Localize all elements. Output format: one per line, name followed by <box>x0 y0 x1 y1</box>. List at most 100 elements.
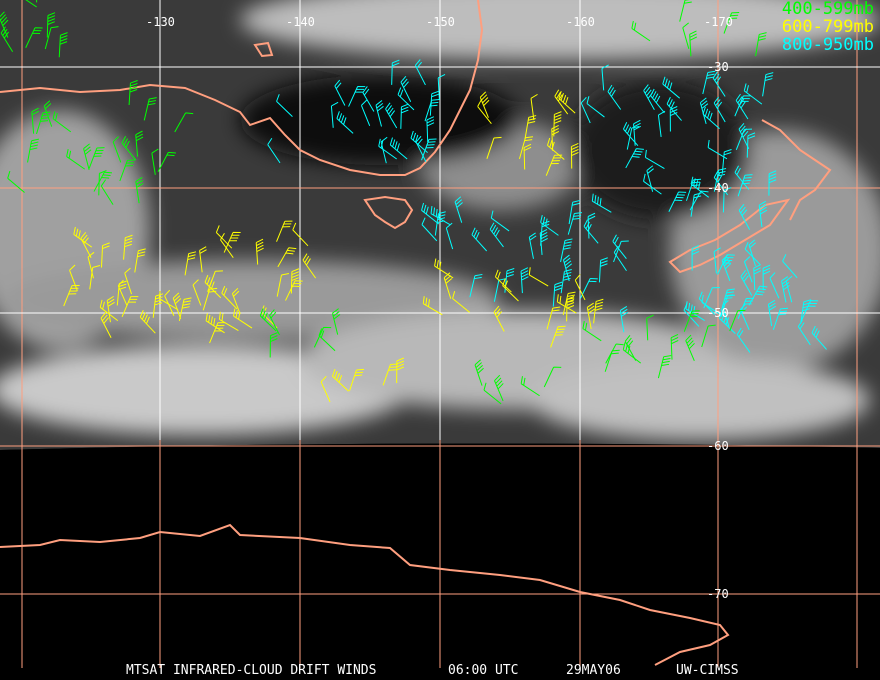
wind-barb <box>739 303 750 330</box>
wind-barb <box>391 59 400 85</box>
wind-barb <box>426 116 435 142</box>
wind-barb <box>520 267 529 294</box>
wind-barb <box>738 204 751 230</box>
wind-barb <box>494 374 504 402</box>
wind-barb <box>598 257 608 283</box>
wind-barb <box>479 91 490 118</box>
wind-barb <box>434 258 454 279</box>
wind-barb <box>772 307 789 330</box>
lon-label: -160 <box>566 15 595 29</box>
wind-barb <box>52 111 72 133</box>
wind-barb <box>811 325 827 350</box>
wind-barb <box>434 211 446 236</box>
wind-barb <box>69 264 78 292</box>
wind-barb <box>474 359 484 386</box>
wind-barb <box>106 295 115 323</box>
wind-barb <box>437 74 446 100</box>
wind-barb <box>400 103 409 129</box>
wind-barb <box>767 299 777 327</box>
wind-barb <box>553 111 562 137</box>
wind-barb <box>662 76 680 99</box>
wind-barb <box>223 231 241 253</box>
wind-barb <box>644 149 665 170</box>
wind-barb <box>643 84 655 111</box>
coastlines <box>0 0 832 666</box>
wind-barb <box>504 268 515 293</box>
wind-barb <box>713 96 726 123</box>
wind-barb <box>593 298 604 324</box>
wind-barb <box>220 233 234 259</box>
wind-barb <box>607 84 622 110</box>
wind-barbs <box>0 0 827 405</box>
wind-barb <box>375 100 384 127</box>
wind-barb <box>679 0 693 22</box>
wind-barb <box>528 232 537 259</box>
wind-barb <box>746 132 756 158</box>
wind-barb <box>570 143 579 169</box>
wind-barb <box>204 275 222 299</box>
wind-barb <box>543 366 562 388</box>
wind-barb <box>689 190 709 211</box>
wind-barb <box>540 220 550 246</box>
wind-barb <box>666 96 682 121</box>
lat-label: -50 <box>707 306 729 320</box>
wind-barb <box>550 325 566 348</box>
wind-barb <box>424 99 440 122</box>
wind-barb <box>421 138 437 161</box>
wind-barb <box>769 272 780 299</box>
wind-barb <box>691 244 700 271</box>
wind-barb <box>348 85 366 107</box>
wind-barb <box>758 200 768 228</box>
wind-barb <box>151 148 159 175</box>
lat-label: -40 <box>707 181 729 195</box>
wind-barb <box>259 308 277 332</box>
wind-barb <box>215 225 233 249</box>
wind-barb <box>66 149 86 170</box>
wind-barb <box>738 122 750 150</box>
wind-barb <box>574 274 586 301</box>
wind-barb <box>735 128 752 151</box>
wind-barb <box>622 122 639 147</box>
australia-coast <box>0 0 484 176</box>
wind-barb <box>397 87 415 111</box>
wind-barb <box>735 93 749 120</box>
wind-barb <box>330 101 339 128</box>
wind-barb <box>164 289 175 316</box>
wind-barb <box>719 311 736 334</box>
wind-barb <box>119 159 136 182</box>
wind-barb <box>489 222 504 248</box>
wind-barb <box>174 112 194 133</box>
wind-barb <box>762 72 774 97</box>
wind-barb <box>233 308 253 329</box>
wind-barb <box>736 327 751 353</box>
wind-barb <box>568 199 581 225</box>
wind-barb <box>702 70 716 95</box>
wind-barb <box>483 382 502 405</box>
wind-barb <box>586 302 596 330</box>
wind-barb <box>100 242 110 268</box>
wind-barb <box>135 177 144 204</box>
wind-barb <box>657 355 672 379</box>
wind-barb <box>31 107 40 134</box>
wind-barb <box>25 27 43 48</box>
wind-barb <box>702 106 720 130</box>
wind-barb <box>682 22 690 49</box>
wind-barb <box>619 305 629 333</box>
wind-barb <box>713 168 727 192</box>
wind-barb <box>58 32 68 58</box>
wind-barb <box>683 303 700 327</box>
wind-barb <box>743 83 763 105</box>
wind-barb <box>205 313 225 334</box>
wind-barb <box>382 363 399 386</box>
wind-barb <box>785 275 793 303</box>
wind-barb <box>410 130 428 154</box>
legend-600-799: 600-799mb <box>781 17 874 37</box>
wind-barb <box>624 335 637 361</box>
wind-barb <box>556 294 577 314</box>
wind-barb <box>646 314 654 341</box>
wind-barb <box>0 26 14 52</box>
wind-barb <box>313 326 332 348</box>
wind-barb <box>0 11 9 38</box>
wind-barb <box>723 11 740 34</box>
